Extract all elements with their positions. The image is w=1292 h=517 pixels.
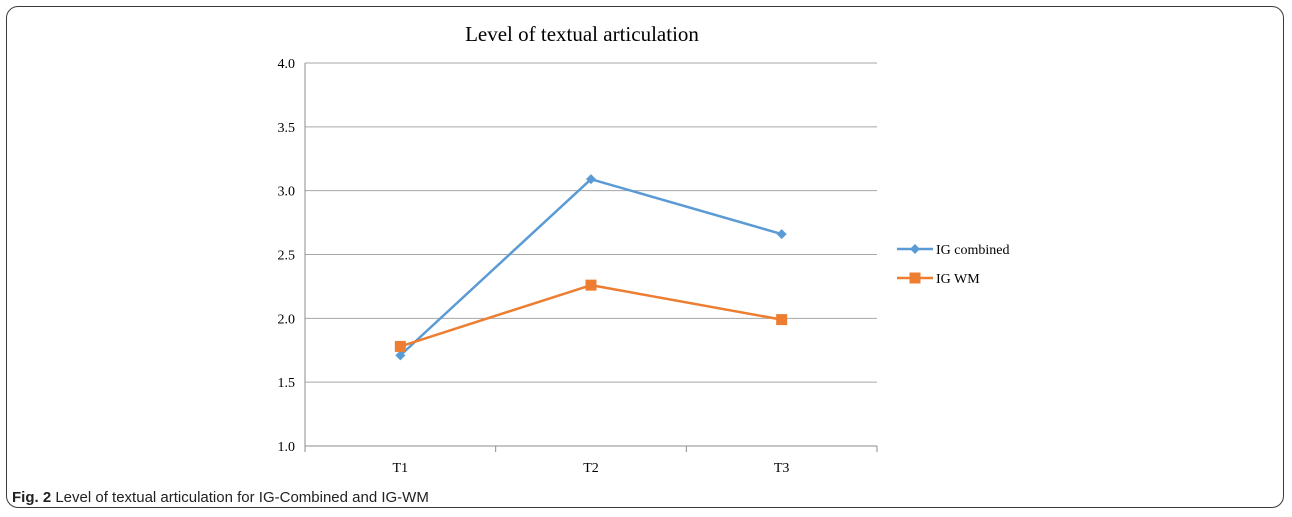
data-point bbox=[776, 229, 787, 240]
chart-title: Level of textual articulation bbox=[465, 22, 699, 46]
data-point bbox=[585, 279, 597, 291]
legend: IG combined IG WM bbox=[897, 243, 1009, 287]
series-line bbox=[399, 283, 782, 348]
legend-label: IG combined bbox=[936, 243, 1009, 258]
figure-caption: Fig. 2 Level of textual articulation for… bbox=[12, 489, 429, 506]
y-tick-label: 1.5 bbox=[278, 376, 296, 391]
y-tick-label: 2.0 bbox=[278, 312, 296, 327]
caption-text: Level of textual articulation for IG-Com… bbox=[55, 489, 429, 506]
caption-label: Fig. 2 bbox=[12, 489, 52, 506]
data-point bbox=[395, 350, 406, 361]
y-tick-label: 2.5 bbox=[278, 249, 296, 264]
y-tick-label: 1.0 bbox=[278, 440, 296, 455]
y-tick-label: 3.5 bbox=[278, 121, 296, 136]
y-tick-label: 4.0 bbox=[278, 57, 296, 72]
x-tick-label: T2 bbox=[583, 461, 599, 476]
y-tick-label: 3.0 bbox=[278, 185, 296, 200]
legend-marker bbox=[909, 272, 921, 284]
x-tick-label: T1 bbox=[393, 461, 409, 476]
data-point bbox=[586, 174, 596, 185]
data-point bbox=[776, 314, 788, 326]
y-axis-ticks: 1.0 1.5 2.0 2.5 3.0 3.5 4.0 bbox=[278, 57, 296, 455]
x-tick-label: T3 bbox=[774, 461, 790, 476]
x-axis-ticks: T1 T2 T3 bbox=[393, 461, 790, 476]
axes bbox=[304, 63, 878, 452]
data-point bbox=[394, 340, 406, 352]
series bbox=[394, 174, 788, 361]
gridlines bbox=[305, 62, 877, 383]
figure-frame bbox=[6, 6, 1284, 508]
legend-label: IG WM bbox=[936, 272, 980, 287]
legend-marker bbox=[910, 244, 920, 254]
